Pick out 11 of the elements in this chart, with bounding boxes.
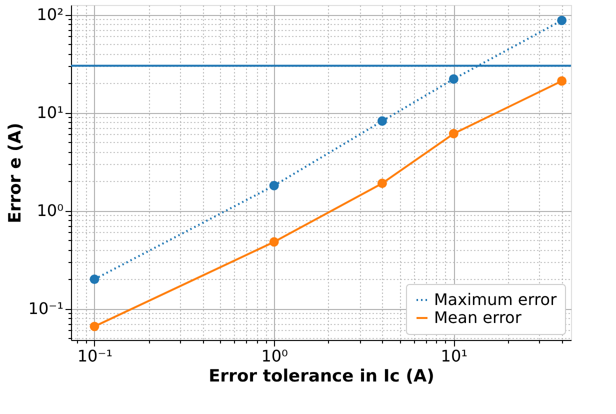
x-tick-label: 10⁰	[261, 346, 288, 366]
y-tick-label: 10²	[36, 5, 64, 24]
x-axis-title: Error tolerance in Ic (A)	[208, 366, 434, 386]
x-tick-label: 10⁻¹	[77, 346, 113, 366]
y-axis-title: Error e (A)	[5, 122, 26, 224]
legend-label: Maximum error	[434, 290, 558, 309]
y-tick-label: 10⁰	[36, 201, 64, 220]
y-tick-label: 10¹	[36, 103, 64, 122]
y-tick-label: 10⁻¹	[28, 299, 64, 318]
legend-label: Mean error	[434, 308, 522, 327]
x-tick-label: 10¹	[440, 346, 468, 366]
